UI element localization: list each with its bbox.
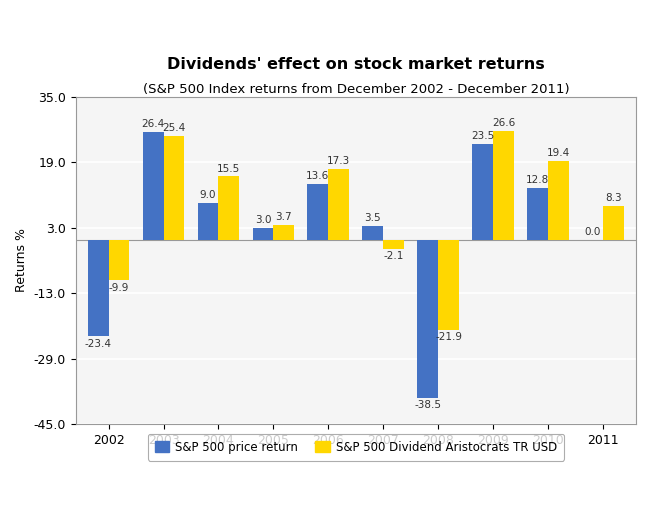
Text: 26.6: 26.6: [492, 118, 515, 128]
Bar: [493, 131, 514, 240]
Bar: [548, 161, 569, 240]
Text: 25.4: 25.4: [162, 123, 186, 133]
Bar: [253, 228, 273, 240]
Y-axis label: Returns %: Returns %: [15, 229, 28, 292]
Bar: [198, 203, 219, 240]
Text: 23.5: 23.5: [471, 131, 494, 141]
Text: -38.5: -38.5: [414, 400, 441, 410]
Bar: [603, 206, 624, 240]
Bar: [219, 176, 240, 240]
Bar: [363, 226, 383, 240]
Text: 3.0: 3.0: [255, 215, 271, 225]
Text: -23.4: -23.4: [85, 339, 112, 349]
Text: 0.0: 0.0: [585, 227, 601, 237]
Bar: [143, 132, 163, 240]
Bar: [417, 240, 438, 398]
Bar: [383, 240, 404, 248]
Bar: [328, 169, 349, 240]
Bar: [438, 240, 459, 329]
Text: 17.3: 17.3: [327, 156, 350, 167]
Text: 13.6: 13.6: [307, 171, 329, 182]
Title: (S&P 500 Index returns from December 2002 - December 2011): (S&P 500 Index returns from December 200…: [143, 82, 569, 96]
Text: 9.0: 9.0: [200, 190, 216, 200]
Text: -21.9: -21.9: [435, 333, 462, 342]
Text: 3.7: 3.7: [275, 212, 292, 222]
Text: -9.9: -9.9: [109, 283, 130, 293]
Text: 8.3: 8.3: [605, 193, 622, 203]
Legend: S&P 500 price return, S&P 500 Dividend Aristocrats TR USD: S&P 500 price return, S&P 500 Dividend A…: [148, 434, 564, 461]
Bar: [307, 184, 328, 240]
Bar: [273, 225, 294, 240]
Bar: [88, 240, 109, 336]
Bar: [472, 144, 493, 240]
Text: 15.5: 15.5: [217, 163, 241, 174]
Text: 3.5: 3.5: [365, 213, 381, 223]
Text: Dividends' effect on stock market returns: Dividends' effect on stock market return…: [167, 57, 545, 72]
Text: 19.4: 19.4: [547, 148, 570, 158]
Text: -2.1: -2.1: [383, 252, 404, 262]
Text: 12.8: 12.8: [526, 175, 549, 185]
Bar: [527, 187, 548, 240]
Bar: [109, 240, 130, 280]
Text: 26.4: 26.4: [141, 119, 165, 129]
Bar: [163, 136, 184, 240]
